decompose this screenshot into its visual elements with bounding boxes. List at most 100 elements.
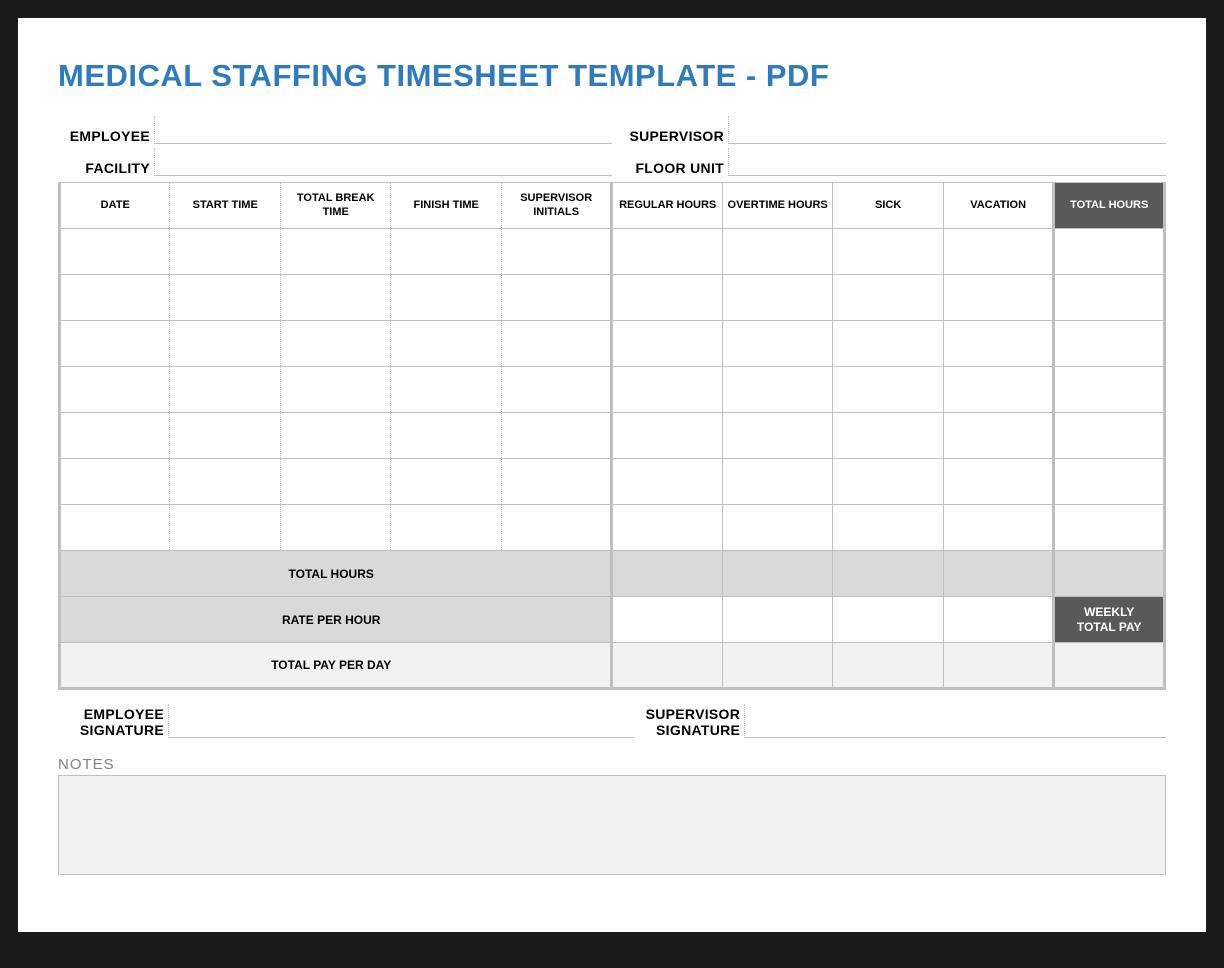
- cell-break[interactable]: [280, 459, 390, 505]
- cell-start[interactable]: [170, 275, 280, 321]
- cell-reg[interactable]: [612, 321, 722, 367]
- cell-break[interactable]: [280, 505, 390, 551]
- cell-sick[interactable]: [833, 505, 943, 551]
- cell-break[interactable]: [280, 413, 390, 459]
- header-row-1: EMPLOYEE SUPERVISOR: [58, 116, 1166, 144]
- cell-start[interactable]: [170, 367, 280, 413]
- cell-finish[interactable]: [391, 275, 501, 321]
- employee-field[interactable]: [154, 116, 612, 144]
- cell-sick[interactable]: [833, 413, 943, 459]
- floor-unit-field[interactable]: [728, 148, 1166, 176]
- cell-ot[interactable]: [722, 367, 832, 413]
- facility-field[interactable]: [154, 148, 612, 176]
- cell-date[interactable]: [60, 413, 170, 459]
- cell-reg[interactable]: [612, 367, 722, 413]
- cell-break[interactable]: [280, 321, 390, 367]
- timesheet-table: DATE START TIME TOTAL BREAK TIME FINISH …: [58, 182, 1166, 690]
- cell-total[interactable]: [1054, 367, 1165, 413]
- cell-sick[interactable]: [833, 459, 943, 505]
- weekly-total-pay-label: WEEKLYTOTAL PAY: [1054, 597, 1165, 643]
- cell-init[interactable]: [501, 459, 611, 505]
- col-finish-time: FINISH TIME: [391, 183, 501, 229]
- weekly-total-pay-text: WEEKLYTOTAL PAY: [1077, 605, 1142, 633]
- cell-reg[interactable]: [612, 413, 722, 459]
- cell-total[interactable]: [1054, 229, 1165, 275]
- cell-start[interactable]: [170, 321, 280, 367]
- cell-ot[interactable]: [722, 229, 832, 275]
- summary-rate-ot[interactable]: [722, 597, 832, 643]
- supervisor-field[interactable]: [728, 116, 1166, 144]
- employee-signature-text: EMPLOYEESIGNATURE: [80, 706, 164, 738]
- table-row: [60, 275, 1165, 321]
- cell-start[interactable]: [170, 413, 280, 459]
- notes-box[interactable]: [58, 775, 1166, 875]
- cell-ot[interactable]: [722, 413, 832, 459]
- table-row: [60, 367, 1165, 413]
- supervisor-signature-field[interactable]: [744, 704, 1166, 738]
- cell-init[interactable]: [501, 229, 611, 275]
- cell-vac[interactable]: [943, 275, 1053, 321]
- cell-vac[interactable]: [943, 367, 1053, 413]
- employee-signature-label: EMPLOYEESIGNATURE: [58, 706, 168, 738]
- page-title: MEDICAL STAFFING TIMESHEET TEMPLATE - PD…: [58, 58, 1166, 94]
- cell-finish[interactable]: [391, 321, 501, 367]
- cell-break[interactable]: [280, 275, 390, 321]
- cell-finish[interactable]: [391, 505, 501, 551]
- summary-rate-sick[interactable]: [833, 597, 943, 643]
- cell-total[interactable]: [1054, 321, 1165, 367]
- cell-init[interactable]: [501, 367, 611, 413]
- cell-sick[interactable]: [833, 229, 943, 275]
- cell-reg[interactable]: [612, 459, 722, 505]
- summary-total-total: [1054, 551, 1165, 597]
- summary-total-reg: [612, 551, 722, 597]
- cell-reg[interactable]: [612, 275, 722, 321]
- notes-label: NOTES: [58, 756, 1166, 773]
- cell-vac[interactable]: [943, 459, 1053, 505]
- cell-break[interactable]: [280, 229, 390, 275]
- cell-start[interactable]: [170, 229, 280, 275]
- cell-date[interactable]: [60, 505, 170, 551]
- summary-total-ot: [722, 551, 832, 597]
- cell-ot[interactable]: [722, 505, 832, 551]
- cell-finish[interactable]: [391, 459, 501, 505]
- cell-start[interactable]: [170, 459, 280, 505]
- cell-init[interactable]: [501, 321, 611, 367]
- cell-break[interactable]: [280, 367, 390, 413]
- cell-sick[interactable]: [833, 275, 943, 321]
- cell-reg[interactable]: [612, 229, 722, 275]
- cell-date[interactable]: [60, 321, 170, 367]
- cell-total[interactable]: [1054, 275, 1165, 321]
- cell-ot[interactable]: [722, 275, 832, 321]
- cell-date[interactable]: [60, 459, 170, 505]
- table-row: [60, 229, 1165, 275]
- summary-pay-total: [1054, 643, 1165, 689]
- cell-ot[interactable]: [722, 321, 832, 367]
- cell-sick[interactable]: [833, 321, 943, 367]
- cell-vac[interactable]: [943, 413, 1053, 459]
- cell-init[interactable]: [501, 275, 611, 321]
- cell-finish[interactable]: [391, 229, 501, 275]
- cell-sick[interactable]: [833, 367, 943, 413]
- col-total-hours: TOTAL HOURS: [1054, 183, 1165, 229]
- cell-vac[interactable]: [943, 505, 1053, 551]
- col-regular-hours: REGULAR HOURS: [612, 183, 722, 229]
- summary-rate-reg[interactable]: [612, 597, 722, 643]
- cell-vac[interactable]: [943, 321, 1053, 367]
- cell-reg[interactable]: [612, 505, 722, 551]
- cell-total[interactable]: [1054, 505, 1165, 551]
- cell-finish[interactable]: [391, 367, 501, 413]
- cell-finish[interactable]: [391, 413, 501, 459]
- summary-rate-vac[interactable]: [943, 597, 1053, 643]
- cell-total[interactable]: [1054, 413, 1165, 459]
- cell-init[interactable]: [501, 505, 611, 551]
- cell-date[interactable]: [60, 229, 170, 275]
- cell-total[interactable]: [1054, 459, 1165, 505]
- supervisor-signature-label: SUPERVISORSIGNATURE: [634, 706, 744, 738]
- cell-ot[interactable]: [722, 459, 832, 505]
- cell-vac[interactable]: [943, 229, 1053, 275]
- cell-start[interactable]: [170, 505, 280, 551]
- employee-signature-field[interactable]: [168, 704, 634, 738]
- cell-date[interactable]: [60, 275, 170, 321]
- cell-date[interactable]: [60, 367, 170, 413]
- cell-init[interactable]: [501, 413, 611, 459]
